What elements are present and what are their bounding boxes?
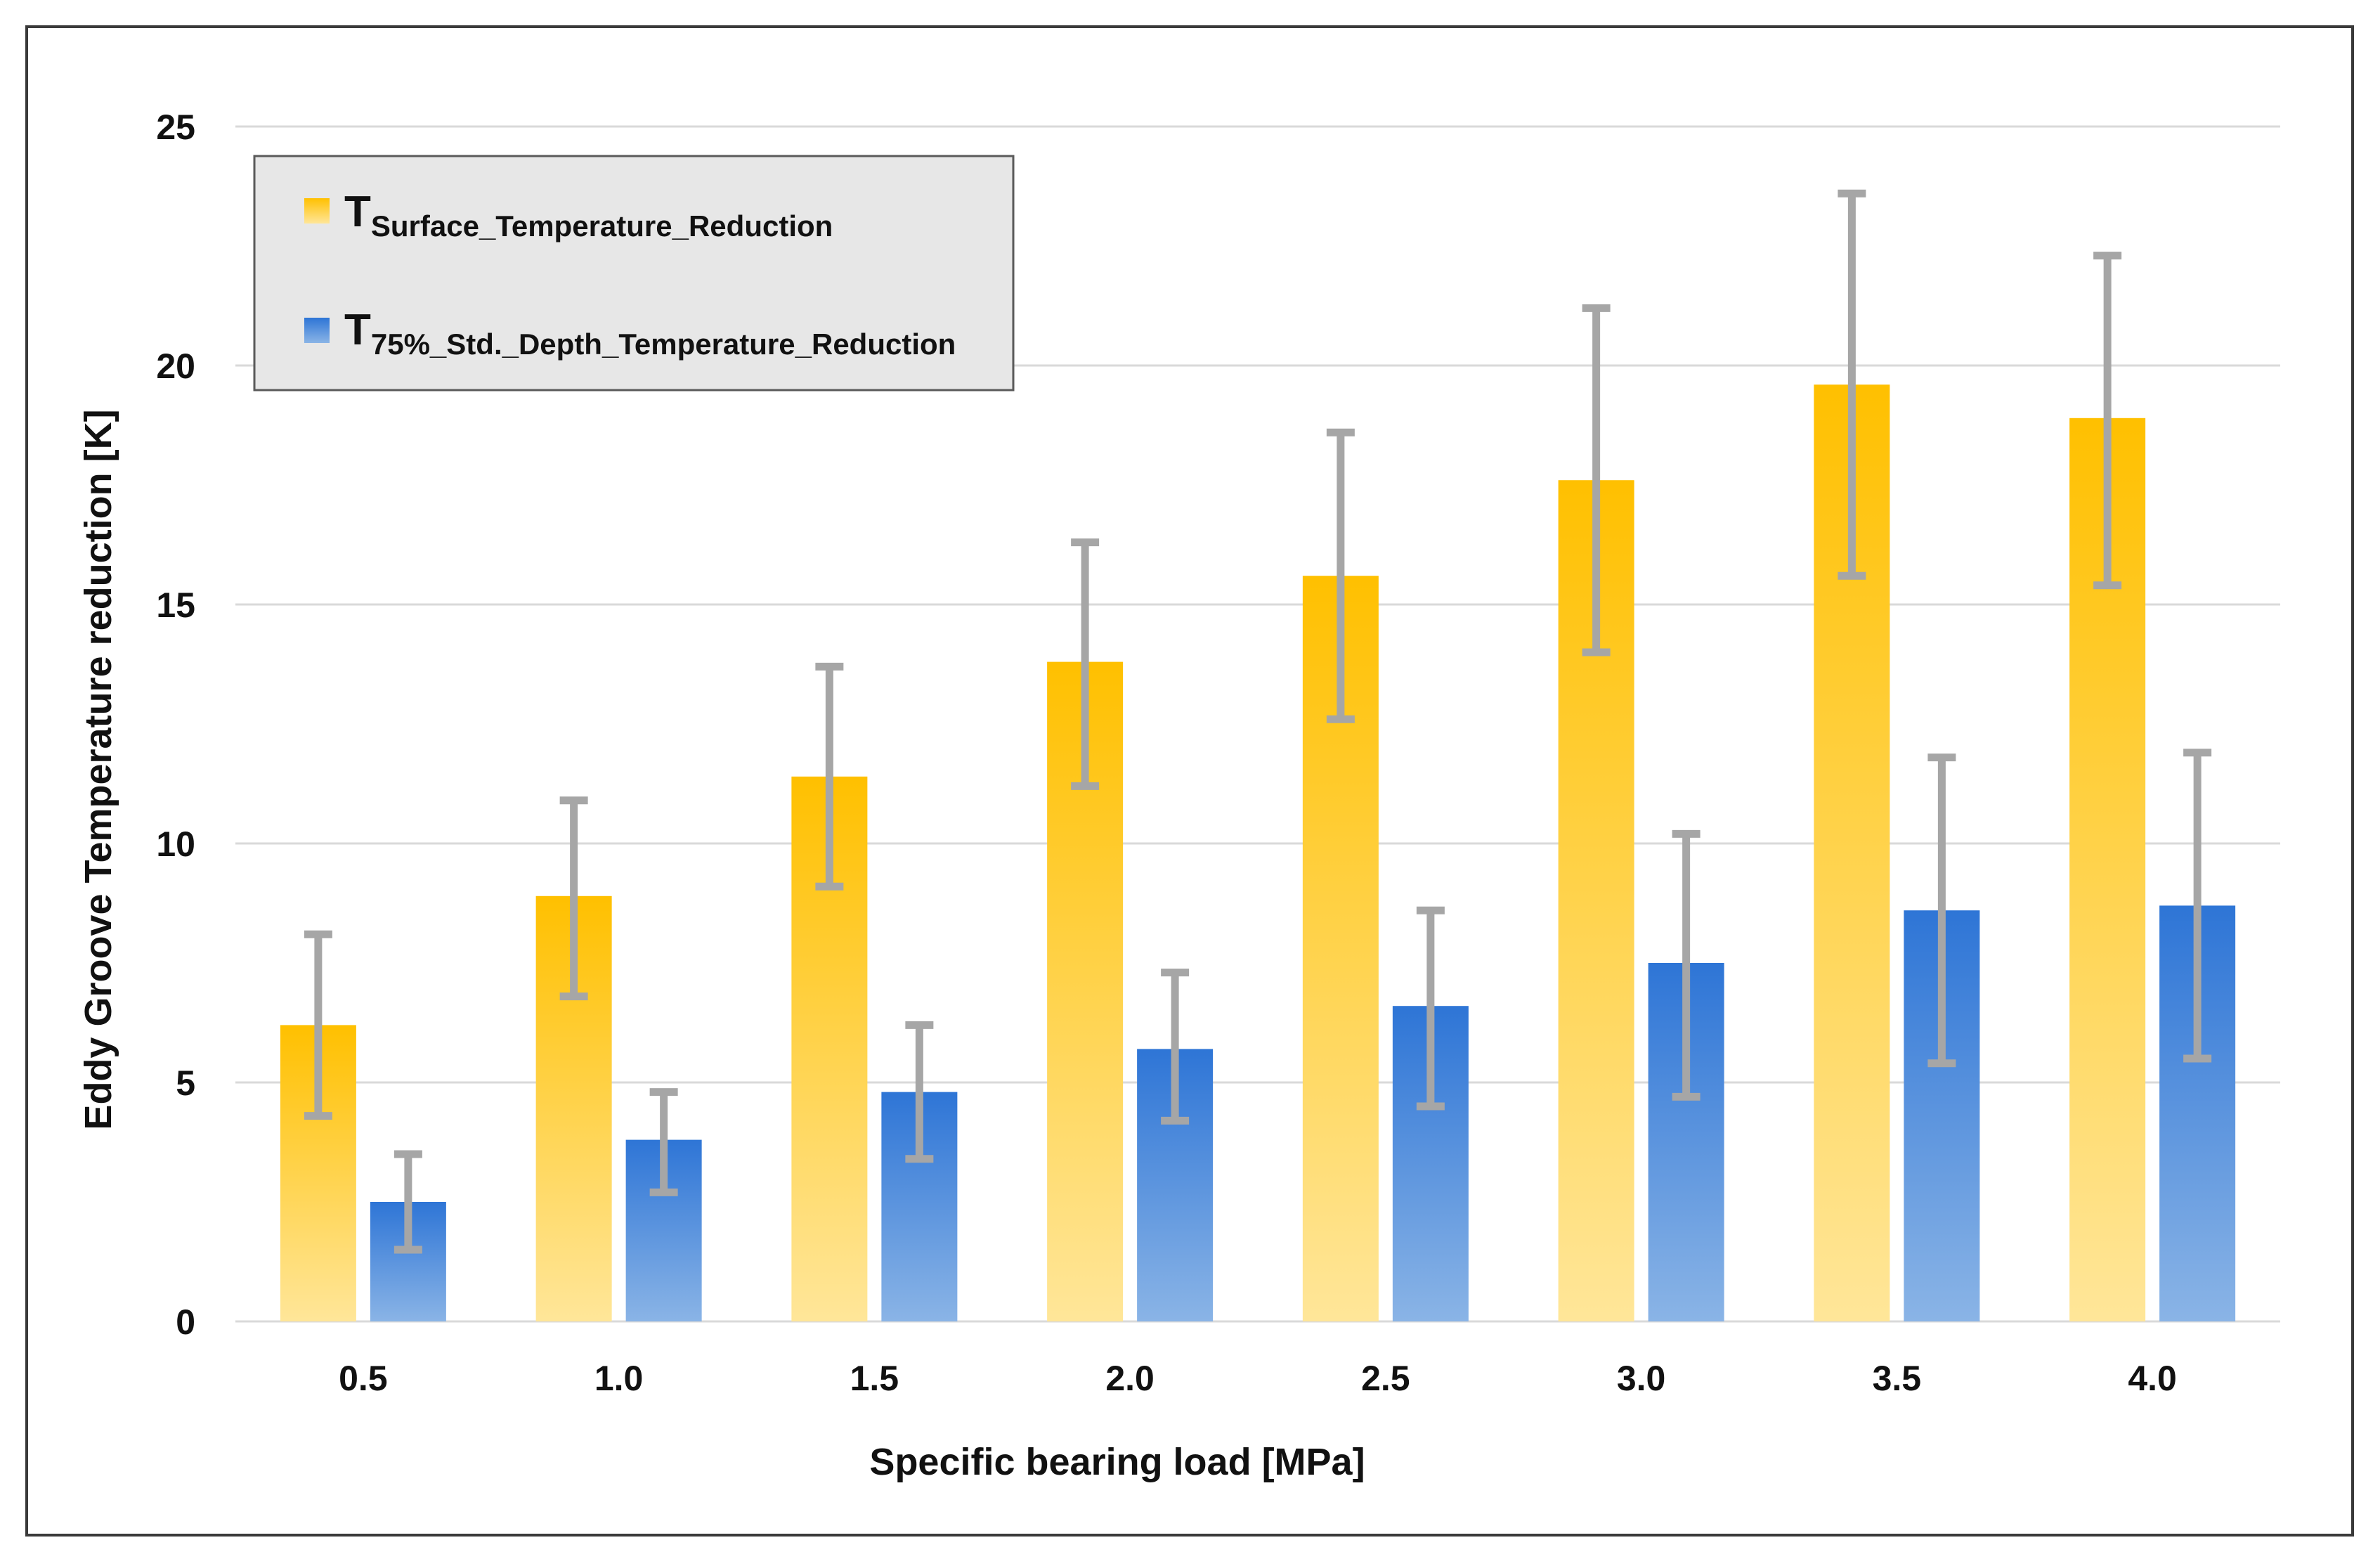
x-tick-label: 1.0 [594, 1359, 644, 1398]
bars [280, 384, 2236, 1322]
error-bar-surface-2.5 [1326, 428, 1355, 723]
x-tick-label: 1.5 [850, 1359, 899, 1398]
x-tick-label: 3.0 [1617, 1359, 1666, 1398]
error-bar-surface-3.0 [1582, 304, 1611, 656]
x-axis-title: Specific bearing load [MPa] [869, 1441, 1365, 1483]
error-bar-depth-4.0 [2183, 749, 2212, 1063]
legend-box [253, 155, 1015, 392]
y-tick-label: 15 [156, 586, 195, 625]
y-tick-label: 25 [156, 108, 195, 147]
error-bar-surface-0.5 [304, 930, 332, 1120]
x-tick-label: 0.5 [339, 1359, 388, 1398]
y-tick-label: 10 [156, 824, 195, 864]
x-tick-label: 3.5 [1873, 1359, 1922, 1398]
error-bar-depth-0.5 [394, 1150, 422, 1254]
y-axis-ticks: 0 5 10 15 20 25 [156, 108, 195, 1342]
y-tick-label: 5 [176, 1063, 195, 1103]
error-bars [304, 189, 2212, 1254]
y-tick-label: 0 [176, 1302, 195, 1342]
legend: TSurface_Temperature_Reduction T75%_Std.… [253, 155, 1015, 392]
y-tick-label: 20 [156, 347, 195, 386]
error-bar-depth-1.5 [905, 1021, 934, 1163]
legend-swatch-surface [304, 198, 330, 224]
error-bar-surface-1.0 [559, 796, 588, 1001]
x-tick-label: 4.0 [2128, 1359, 2177, 1398]
error-bar-surface-3.5 [1838, 189, 1866, 580]
x-tick-label: 2.0 [1105, 1359, 1155, 1398]
legend-swatch-depth [304, 318, 330, 343]
y-axis-title: Eddy Groove Temperature reduction [K] [77, 409, 119, 1130]
error-bar-surface-1.5 [815, 662, 844, 891]
error-bar-depth-1.0 [649, 1088, 678, 1196]
error-bar-depth-2.0 [1161, 969, 1190, 1125]
error-bar-depth-3.5 [1927, 753, 1956, 1068]
error-bar-surface-4.0 [2093, 252, 2122, 590]
error-bar-depth-3.0 [1672, 829, 1701, 1101]
legend-label-surface: TSurface_Temperature_Reduction [344, 188, 833, 242]
legend-label-depth: T75%_Std._Depth_Temperature_Reduction [344, 306, 956, 361]
x-axis-ticks: 0.5 1.0 1.5 2.0 2.5 3.0 3.5 4.0 [339, 1359, 2177, 1398]
x-tick-label: 2.5 [1361, 1359, 1410, 1398]
error-bar-depth-2.5 [1416, 906, 1445, 1111]
error-bar-surface-2.0 [1071, 538, 1100, 790]
